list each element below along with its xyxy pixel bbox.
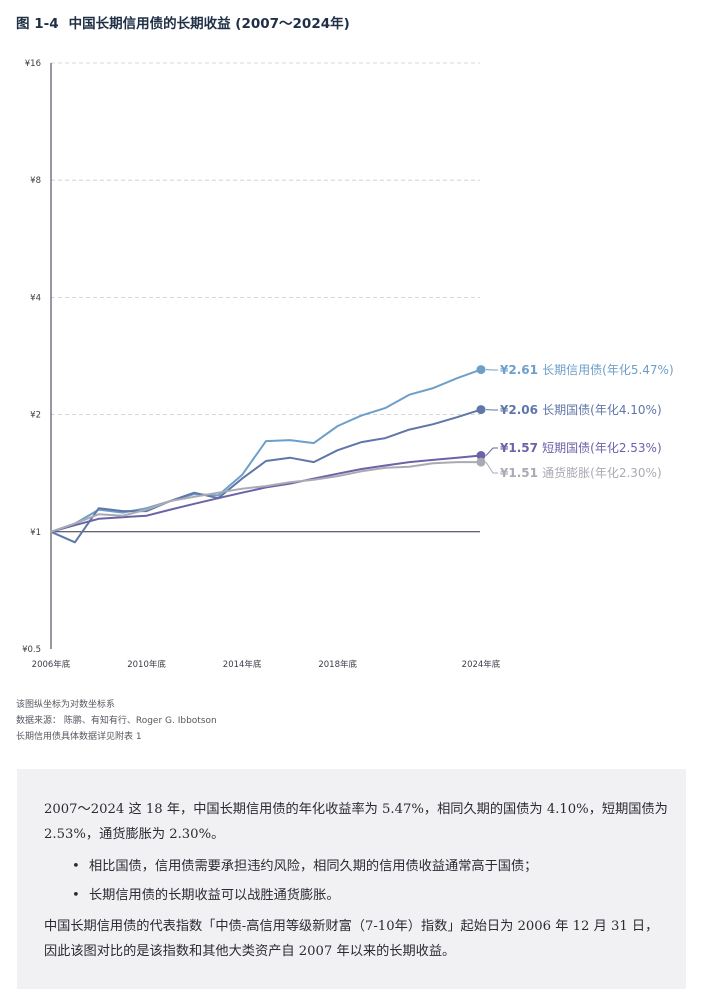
- axes-layer: ¥0.5 ¥1 ¥2 ¥4 ¥8 ¥16 2006年底 2010年底 2014年底 2018年底 2…: [22, 59, 501, 670]
- line-chart: ¥0.5 ¥1 ¥2 ¥4 ¥8 ¥16 2006年底 2010年底 2014年底 2018年底 2…: [22, 59, 674, 670]
- x-tick-label: 2018年底: [318, 659, 357, 670]
- y-tick-label: ¥0.5: [22, 645, 41, 655]
- y-tick-label: ¥4: [30, 293, 41, 303]
- series-end-name: 短期国债(年化2.53%): [542, 441, 662, 455]
- series-end-value: ¥1.51: [500, 466, 542, 480]
- series-end-name: 长期国债(年化4.10%): [542, 403, 662, 417]
- label-leader: [485, 461, 498, 474]
- series-layer: [50, 365, 486, 544]
- series-end-point: [476, 457, 486, 467]
- chart-notes: 该图纵坐标为对数坐标系 数据来源： 陈鹏、有知有行、Roger G. Ibbot…: [16, 697, 217, 745]
- chart-title: 中国长期信用债的长期收益 (2007～2024年): [68, 16, 350, 32]
- note-data-source: 数据来源： 陈鹏、有知有行、Roger G. Ibbotson: [16, 716, 217, 726]
- series-end-value: ¥2.06: [500, 403, 542, 417]
- series-end-point: [476, 451, 486, 461]
- series-end-name: 长期信用债(年化5.47%): [542, 363, 674, 377]
- series-line: [50, 368, 482, 533]
- series-end-point: [476, 405, 486, 415]
- label-leader: [485, 447, 498, 456]
- end-labels-layer: ¥2.61 长期信用债(年化5.47%)¥2.06 长期国债(年化4.10%)¥…: [485, 363, 674, 480]
- figure-number: 图 1-4: [16, 16, 59, 32]
- note-log-scale: 该图纵坐标为对数坐标系: [16, 700, 116, 710]
- series-end-label: ¥1.51 通货膨胀(年化2.30%): [500, 465, 662, 480]
- x-tick-label: 2006年底: [32, 659, 71, 670]
- summary-callout-box: 2007～2024 这 18 年，中国长期信用债的年化收益率为 5.47%，相同…: [17, 769, 686, 989]
- y-tick-label: ¥16: [25, 59, 41, 69]
- x-tick-label: 2024年底: [462, 659, 501, 670]
- note-appendix: 长期信用债具体数据详见附表 1: [16, 732, 142, 742]
- series-end-name: 通货膨胀(年化2.30%): [542, 465, 662, 480]
- series-end-label: ¥2.06 长期国债(年化4.10%): [500, 403, 662, 417]
- series-end-label: ¥1.57 短期国债(年化2.53%): [500, 441, 662, 455]
- bullet-item-credit-risk: 相比国债，信用债需要承担违约风险，相同久期的信用债收益通常高于国债；: [72, 854, 537, 879]
- series-line: [50, 454, 482, 533]
- y-tick-label: ¥8: [30, 176, 41, 186]
- series-end-point: [476, 365, 486, 375]
- y-tick-label: ¥2: [30, 411, 41, 421]
- figure-heading: 图 1-4 中国长期信用债的长期收益 (2007～2024年): [16, 12, 350, 32]
- x-tick-label: 2010年底: [127, 659, 166, 670]
- bullet-item-beat-inflation: 长期信用债的长期收益可以战胜通货膨胀。: [72, 883, 537, 908]
- series-line: [50, 461, 482, 533]
- grid-layer: [51, 62, 480, 533]
- summary-paragraph: 2007～2024 这 18 年，中国长期信用债的年化收益率为 5.47%，相同…: [44, 802, 668, 842]
- y-tick-label: ¥1: [30, 528, 41, 538]
- series-end-label: ¥2.61 长期信用债(年化5.47%): [500, 363, 674, 377]
- series-end-value: ¥2.61: [500, 363, 542, 377]
- series-line: [50, 408, 482, 544]
- x-tick-label: 2014年底: [223, 659, 262, 670]
- series-end-value: ¥1.57: [500, 441, 542, 455]
- index-note-paragraph: 中国长期信用债的代表指数「中债-高信用等级新财富（7-10年）指数」起始日为 2…: [44, 919, 659, 959]
- bullet-list: 相比国债，信用债需要承担违约风险，相同久期的信用债收益通常高于国债； 长期信用债…: [72, 854, 537, 912]
